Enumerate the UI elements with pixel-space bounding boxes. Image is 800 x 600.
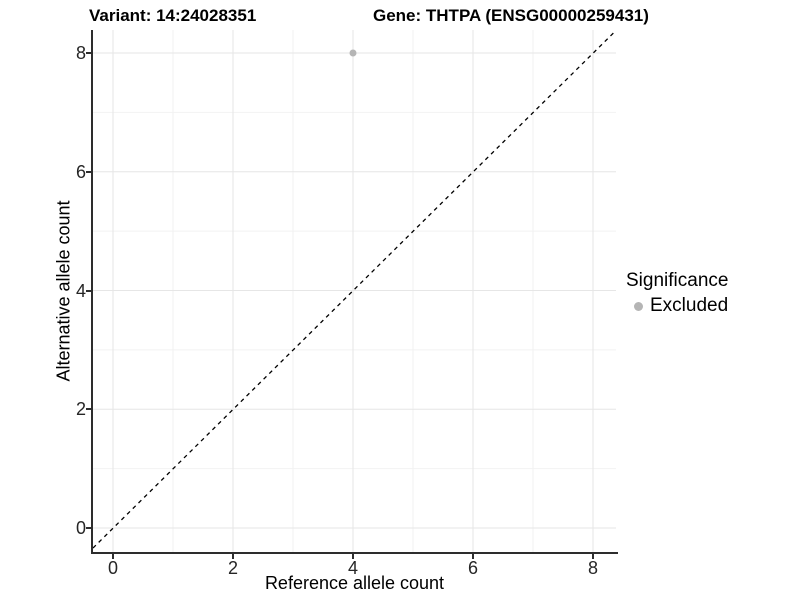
legend-item-label: Excluded — [650, 295, 729, 316]
y-tick-mark — [86, 290, 91, 292]
grid-minor — [93, 30, 616, 553]
x-tick-label: 6 — [467, 558, 478, 578]
y-axis-line — [91, 30, 93, 554]
y-tick-label: 4 — [75, 281, 86, 301]
x-tick-mark — [112, 554, 114, 559]
data-point-excluded — [349, 49, 357, 57]
plot-canvas — [92, 30, 617, 553]
y-tick-mark — [86, 52, 91, 54]
x-tick-label: 0 — [107, 558, 118, 578]
x-tick-label: 8 — [587, 558, 598, 578]
y-tick-label: 0 — [75, 518, 86, 538]
x-tick-mark — [352, 554, 354, 559]
x-tick-mark — [592, 554, 594, 559]
legend-item-excluded: Excluded — [626, 295, 728, 317]
x-axis-title: Reference allele count — [264, 573, 445, 593]
y-tick-label: 8 — [75, 43, 86, 63]
y-tick-label: 6 — [75, 162, 86, 182]
plot-title-variant: Variant: 14:24028351 — [89, 6, 257, 25]
x-tick-label: 4 — [347, 558, 358, 578]
y-tick-mark — [86, 408, 91, 410]
legend-title: Significance — [626, 270, 729, 291]
y-tick-mark — [86, 171, 91, 173]
y-tick-label: 2 — [75, 399, 86, 419]
legend: Significance Excluded — [626, 270, 728, 317]
x-tick-mark — [232, 554, 234, 559]
y-axis-title: Alternative allele count — [53, 200, 74, 382]
x-axis-line — [91, 552, 618, 554]
legend-point-icon — [634, 301, 643, 311]
y-tick-mark — [86, 527, 91, 529]
plot-panel — [92, 30, 617, 553]
identity-line — [92, 30, 617, 549]
x-tick-label: 2 — [227, 558, 238, 578]
plot-title-gene: Gene: THTPA (ENSG00000259431) — [373, 6, 649, 25]
x-tick-mark — [472, 554, 474, 559]
